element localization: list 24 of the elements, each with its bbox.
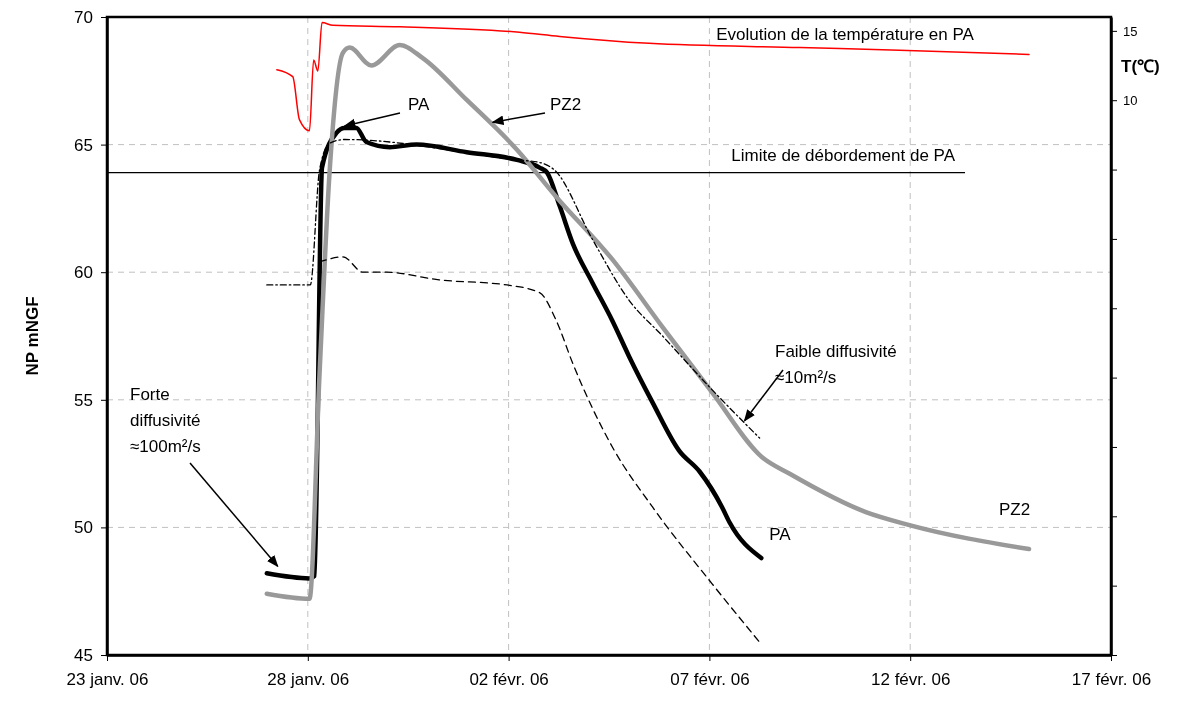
y-tick-label: 55 bbox=[74, 390, 93, 410]
y-tick-label: 65 bbox=[74, 135, 93, 155]
x-tick-label: 28 janv. 06 bbox=[267, 670, 350, 690]
annotation: Faible diffusivité ≈10m²/s bbox=[775, 342, 897, 387]
y2-tick-label: 15 bbox=[1123, 23, 1138, 39]
y-tick-label: 70 bbox=[74, 7, 93, 27]
series-label: PA bbox=[769, 525, 792, 545]
annotation: PZ2 bbox=[550, 95, 582, 114]
ref-line-label: Limite de débordement de PA bbox=[731, 145, 956, 165]
x-tick-label: 12 févr. 06 bbox=[871, 670, 951, 690]
y-tick-label: 60 bbox=[74, 263, 93, 283]
series-label: PZ2 bbox=[999, 500, 1031, 520]
annotation: PA bbox=[408, 95, 431, 114]
y2-tick-label: 10 bbox=[1123, 92, 1138, 108]
y-tick-label: 45 bbox=[74, 645, 93, 665]
y-tick-label: 50 bbox=[74, 518, 93, 538]
x-tick-label: 17 févr. 06 bbox=[1071, 670, 1152, 690]
y2-axis-title: T(℃) bbox=[1121, 57, 1160, 76]
x-tick-label: 07 févr. 06 bbox=[670, 670, 750, 690]
y-axis-title: NP mNGF bbox=[23, 296, 42, 376]
annotation: Evolution de la température en PA bbox=[716, 25, 975, 44]
x-tick-label: 23 janv. 06 bbox=[66, 670, 149, 690]
x-tick-label: 02 févr. 06 bbox=[469, 670, 549, 690]
annotation: Forte diffusivité ≈100m²/s bbox=[130, 385, 201, 456]
